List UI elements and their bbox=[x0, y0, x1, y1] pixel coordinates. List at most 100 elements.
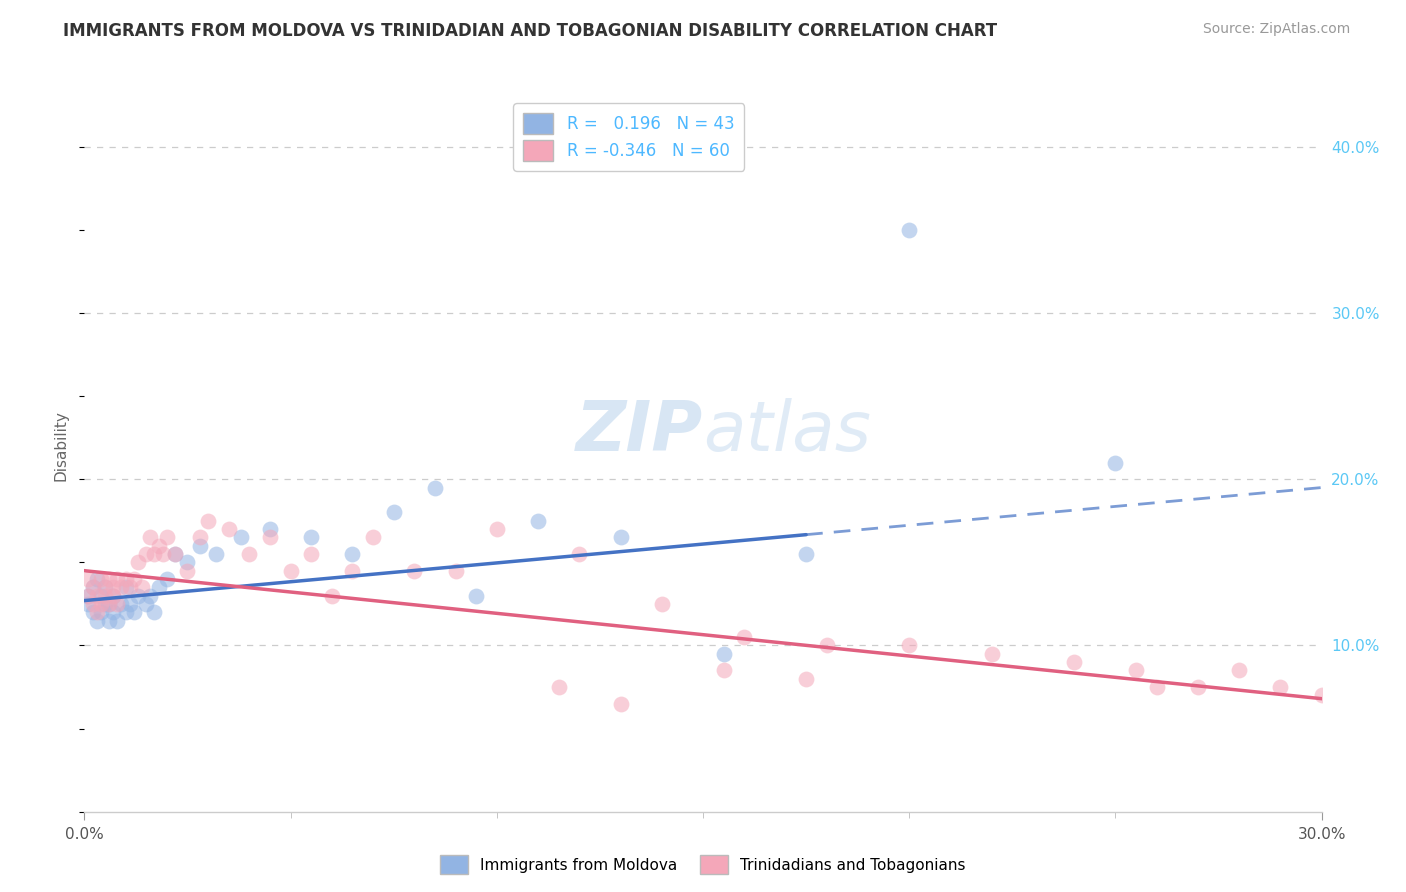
Point bbox=[143, 605, 166, 619]
Point bbox=[299, 547, 322, 561]
Point bbox=[299, 530, 322, 544]
Point bbox=[135, 547, 157, 561]
Point bbox=[238, 547, 260, 561]
Legend: R =   0.196   N = 43, R = -0.346   N = 60: R = 0.196 N = 43, R = -0.346 N = 60 bbox=[513, 103, 744, 170]
Point bbox=[259, 530, 281, 544]
Point bbox=[980, 647, 1002, 661]
Point bbox=[118, 580, 141, 594]
Point bbox=[90, 572, 112, 586]
Point bbox=[94, 589, 117, 603]
Point bbox=[176, 555, 198, 569]
Point bbox=[86, 572, 108, 586]
Point bbox=[86, 614, 108, 628]
Point bbox=[1310, 689, 1333, 703]
Point bbox=[148, 539, 170, 553]
Point bbox=[898, 223, 921, 237]
Point bbox=[90, 597, 112, 611]
Point bbox=[1063, 655, 1085, 669]
Point bbox=[188, 530, 211, 544]
Point bbox=[609, 530, 631, 544]
Point bbox=[1146, 680, 1168, 694]
Text: Source: ZipAtlas.com: Source: ZipAtlas.com bbox=[1202, 22, 1350, 37]
Point bbox=[156, 530, 179, 544]
Point bbox=[382, 506, 405, 520]
Point bbox=[152, 547, 174, 561]
Point bbox=[259, 522, 281, 536]
Point bbox=[127, 555, 149, 569]
Point bbox=[176, 564, 198, 578]
Point bbox=[82, 580, 104, 594]
Point bbox=[165, 547, 187, 561]
Point bbox=[103, 589, 125, 603]
Point bbox=[651, 597, 673, 611]
Point bbox=[527, 514, 550, 528]
Point bbox=[485, 522, 508, 536]
Point bbox=[98, 614, 121, 628]
Point bbox=[361, 530, 384, 544]
Point bbox=[794, 547, 817, 561]
Point bbox=[205, 547, 228, 561]
Point bbox=[105, 572, 128, 586]
Point bbox=[82, 597, 104, 611]
Point bbox=[342, 547, 364, 561]
Point bbox=[105, 614, 128, 628]
Point bbox=[568, 547, 591, 561]
Point bbox=[110, 580, 132, 594]
Point bbox=[82, 580, 104, 594]
Point bbox=[77, 572, 100, 586]
Point bbox=[342, 564, 364, 578]
Point bbox=[98, 572, 121, 586]
Point bbox=[105, 597, 128, 611]
Point bbox=[127, 589, 149, 603]
Point bbox=[103, 605, 125, 619]
Point bbox=[156, 572, 179, 586]
Point bbox=[143, 547, 166, 561]
Point bbox=[135, 597, 157, 611]
Point bbox=[165, 547, 187, 561]
Point bbox=[1187, 680, 1209, 694]
Point bbox=[118, 597, 141, 611]
Text: atlas: atlas bbox=[703, 398, 870, 465]
Point bbox=[713, 647, 735, 661]
Point bbox=[103, 589, 125, 603]
Text: ZIP: ZIP bbox=[575, 398, 703, 465]
Point bbox=[114, 605, 136, 619]
Point bbox=[280, 564, 302, 578]
Legend: Immigrants from Moldova, Trinidadians and Tobagonians: Immigrants from Moldova, Trinidadians an… bbox=[434, 849, 972, 880]
Point bbox=[794, 672, 817, 686]
Point bbox=[114, 580, 136, 594]
Point bbox=[90, 589, 112, 603]
Point bbox=[321, 589, 343, 603]
Point bbox=[90, 605, 112, 619]
Point bbox=[444, 564, 467, 578]
Point bbox=[713, 664, 735, 678]
Point bbox=[197, 514, 219, 528]
Point bbox=[139, 530, 162, 544]
Y-axis label: Disability: Disability bbox=[53, 410, 69, 482]
Point bbox=[110, 597, 132, 611]
Point bbox=[98, 597, 121, 611]
Point bbox=[82, 605, 104, 619]
Point bbox=[94, 580, 117, 594]
Point bbox=[423, 481, 446, 495]
Point bbox=[229, 530, 252, 544]
Point bbox=[148, 580, 170, 594]
Point bbox=[139, 589, 162, 603]
Text: IMMIGRANTS FROM MOLDOVA VS TRINIDADIAN AND TOBAGONIAN DISABILITY CORRELATION CHA: IMMIGRANTS FROM MOLDOVA VS TRINIDADIAN A… bbox=[63, 22, 997, 40]
Point bbox=[86, 605, 108, 619]
Point bbox=[1104, 456, 1126, 470]
Point bbox=[103, 580, 125, 594]
Point bbox=[77, 589, 100, 603]
Point bbox=[898, 639, 921, 653]
Point bbox=[188, 539, 211, 553]
Point bbox=[77, 597, 100, 611]
Point bbox=[114, 572, 136, 586]
Point bbox=[131, 580, 153, 594]
Point bbox=[733, 630, 755, 644]
Point bbox=[122, 572, 145, 586]
Point bbox=[98, 597, 121, 611]
Point bbox=[815, 639, 838, 653]
Point bbox=[1125, 664, 1147, 678]
Point bbox=[218, 522, 240, 536]
Point bbox=[609, 697, 631, 711]
